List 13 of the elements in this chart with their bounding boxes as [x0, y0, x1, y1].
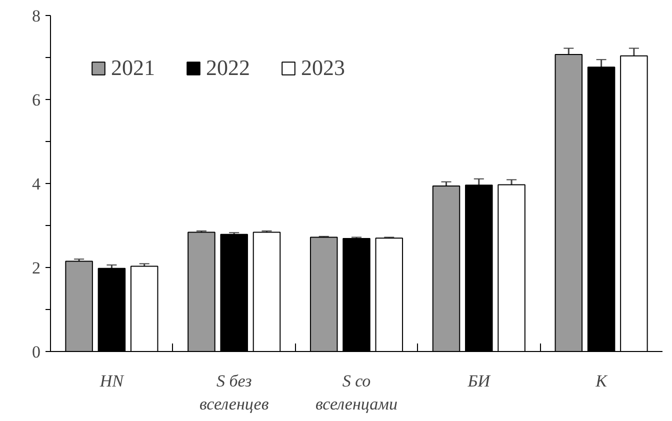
legend-label: 2023	[301, 55, 345, 81]
y-tick-label: 0	[32, 342, 40, 362]
legend-label: 2021	[111, 55, 155, 81]
x-tick-label: S со вселенцами	[316, 372, 398, 414]
x-tick-label: K	[594, 372, 609, 390]
x-tick-label: S без вселенцев	[199, 372, 270, 414]
x-tick-label: БИ	[466, 372, 492, 390]
legend-label: 2022	[206, 55, 250, 81]
y-tick-label: 4	[32, 174, 41, 194]
y-tick-label: 6	[32, 90, 40, 110]
x-tick-label: HN	[98, 372, 126, 390]
y-tick-label: 8	[32, 6, 40, 26]
y-tick-label: 2	[32, 258, 40, 278]
